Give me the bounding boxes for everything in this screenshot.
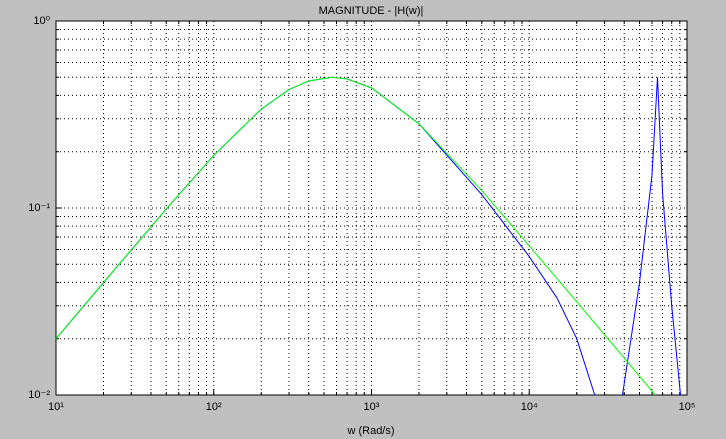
y-tick-label: 10⁻² [28,389,50,401]
x-tick-label: 10³ [364,401,380,413]
y-tick-label: 10⁻¹ [28,202,50,214]
plot-area [56,21,687,395]
x-tick-label: 10⁵ [679,401,696,413]
x-tick-label: 10⁴ [521,401,538,413]
x-axis-label: w (Rad/s) [346,425,394,437]
plot-frame [55,20,688,396]
x-tick-label: 10¹ [48,401,64,413]
x-tick-label: 10² [206,401,222,413]
chart-title: MAGNITUDE - |H(w)| [319,5,424,17]
y-tick-label: 10⁰ [33,15,50,27]
series-line [55,76,656,396]
